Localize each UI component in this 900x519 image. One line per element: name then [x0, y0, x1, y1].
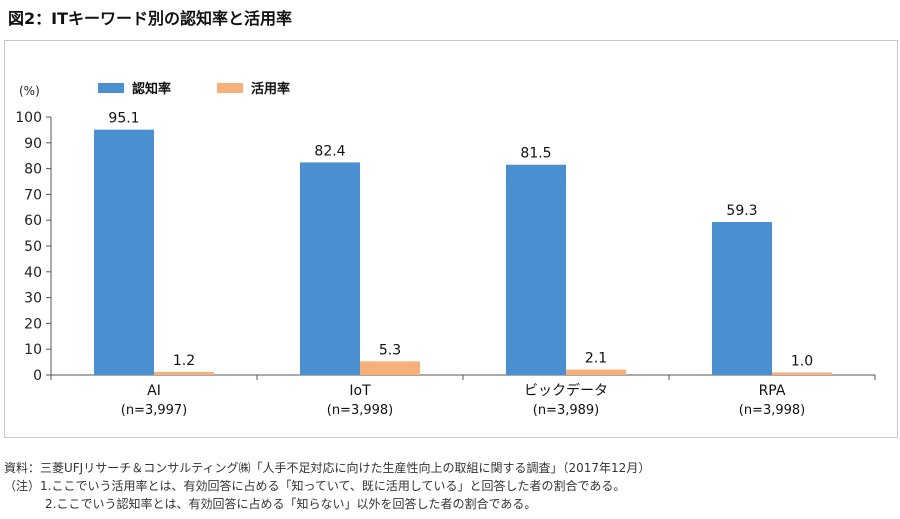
y-tick-label: 30 — [24, 291, 42, 307]
data-label-awareness-1: 95.1 — [108, 111, 139, 127]
y-tick-label: 100 — [15, 110, 42, 126]
bar-awareness-1 — [94, 129, 154, 375]
bar-usage-3 — [566, 369, 626, 375]
data-label-usage-2: 5.3 — [379, 342, 401, 358]
y-tick-label: 0 — [33, 368, 42, 384]
y-tick-label: 90 — [24, 136, 42, 152]
bar-usage-4 — [772, 372, 832, 375]
bar-awareness-3 — [506, 164, 566, 375]
footnote-2: 2.ここでいう認知率とは、有効回答に占める「知らない」以外を回答した者の割合であ… — [45, 497, 537, 511]
x-category-label-1: AI — [147, 383, 161, 399]
data-label-usage-3: 2.1 — [585, 351, 607, 367]
data-label-awareness-4: 59.3 — [726, 203, 757, 219]
bar-usage-2 — [360, 361, 420, 375]
footnote-1: （注）1.ここでいう活用率とは、有効回答に占める「知っていて、既に活用している」… — [4, 479, 626, 493]
x-sample-size-label-4: (n=3,998) — [739, 403, 806, 418]
y-tick-label: 80 — [24, 162, 42, 178]
y-tick-label: 60 — [24, 213, 42, 229]
data-label-usage-1: 1.2 — [173, 353, 195, 369]
data-label-awareness-3: 81.5 — [520, 146, 551, 162]
y-tick-label: 70 — [24, 187, 42, 203]
page-title: 図2：ITキーワード別の認知率と活用率 — [8, 9, 293, 28]
source-note: 資料：三菱UFJリサーチ＆コンサルティング㈱「人手不足対応に向けた生産性向上の取… — [4, 461, 651, 475]
y-unit-label: (%) — [19, 84, 40, 98]
x-category-label-2: IoT — [349, 383, 371, 399]
x-sample-size-label-2: (n=3,998) — [327, 403, 394, 418]
x-sample-size-label-3: (n=3,989) — [533, 403, 600, 418]
legend-swatch-2 — [217, 83, 243, 93]
data-label-awareness-2: 82.4 — [314, 143, 345, 159]
y-tick-label: 20 — [24, 316, 42, 332]
y-tick-label: 50 — [24, 239, 42, 255]
footnotes: 資料：三菱UFJリサーチ＆コンサルティング㈱「人手不足対応に向けた生産性向上の取… — [4, 459, 896, 513]
bar-awareness-2 — [300, 162, 360, 375]
x-category-label-3: ビックデータ — [524, 382, 608, 399]
y-tick-label: 10 — [24, 342, 42, 358]
chart-frame: (%) 認知率 活用率 0 10 20 30 40 50 60 70 80 90 100 95.1 1.2 AI… — [4, 40, 898, 438]
legend-label-2: 活用率 — [251, 81, 290, 97]
x-sample-size-label-1: (n=3,997) — [121, 403, 188, 418]
bar-usage-1 — [154, 371, 214, 375]
x-category-label-4: RPA — [759, 383, 786, 399]
y-tick-label: 40 — [24, 265, 42, 281]
bar-awareness-4 — [712, 222, 772, 375]
bar-chart: (%) 認知率 活用率 0 10 20 30 40 50 60 70 80 90 100 95.1 1.2 AI… — [15, 81, 876, 418]
legend-swatch-1 — [98, 83, 124, 93]
legend-label-1: 認知率 — [132, 81, 171, 97]
data-label-usage-4: 1.0 — [791, 353, 813, 369]
